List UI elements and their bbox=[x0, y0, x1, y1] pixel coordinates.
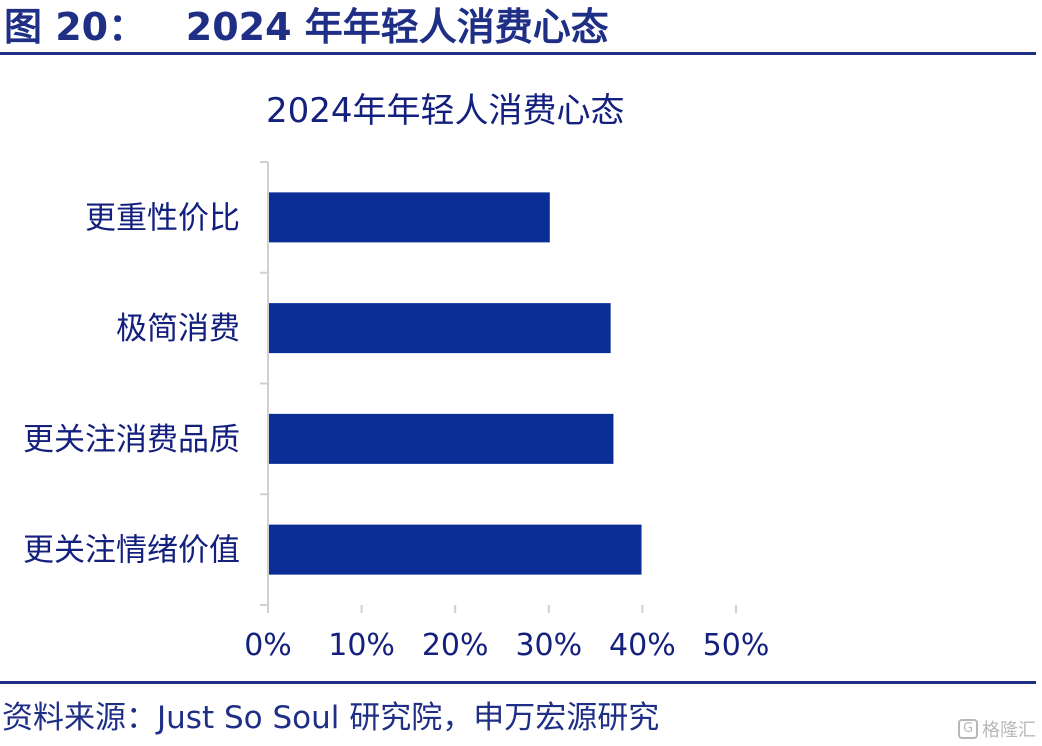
category-label: 更重性价比 bbox=[85, 200, 240, 236]
x-tick-label: 30% bbox=[515, 628, 582, 663]
figure-title: 图 20： 2024 年年轻人消费心态 bbox=[4, 5, 609, 49]
category-label: 更关注消费品质 bbox=[23, 422, 240, 458]
figure-header: 图 20： 2024 年年轻人消费心态 bbox=[0, 0, 1042, 58]
source-note: 资料来源：Just So Soul 研究院，申万宏源研究 bbox=[2, 700, 660, 736]
bar bbox=[269, 192, 550, 243]
x-tick-label: 50% bbox=[703, 628, 770, 663]
footer-rule bbox=[0, 681, 1036, 684]
bar bbox=[269, 303, 611, 354]
x-tick-label: 40% bbox=[609, 628, 676, 663]
watermark-label: 格隆汇 bbox=[982, 720, 1036, 741]
x-tick-label: 20% bbox=[422, 628, 489, 663]
category-label: 更关注情绪价值 bbox=[23, 533, 240, 569]
g-logo-icon: G bbox=[958, 719, 978, 739]
x-tick-label: 10% bbox=[328, 628, 395, 663]
bar bbox=[269, 524, 642, 575]
header-rule bbox=[0, 52, 1036, 55]
category-label: 极简消费 bbox=[116, 311, 240, 347]
watermark: G 格隆汇 bbox=[958, 716, 1036, 742]
x-tick-label: 0% bbox=[244, 628, 292, 663]
chart-title: 2024年年轻人消费心态 bbox=[266, 91, 625, 131]
bar bbox=[269, 413, 614, 464]
